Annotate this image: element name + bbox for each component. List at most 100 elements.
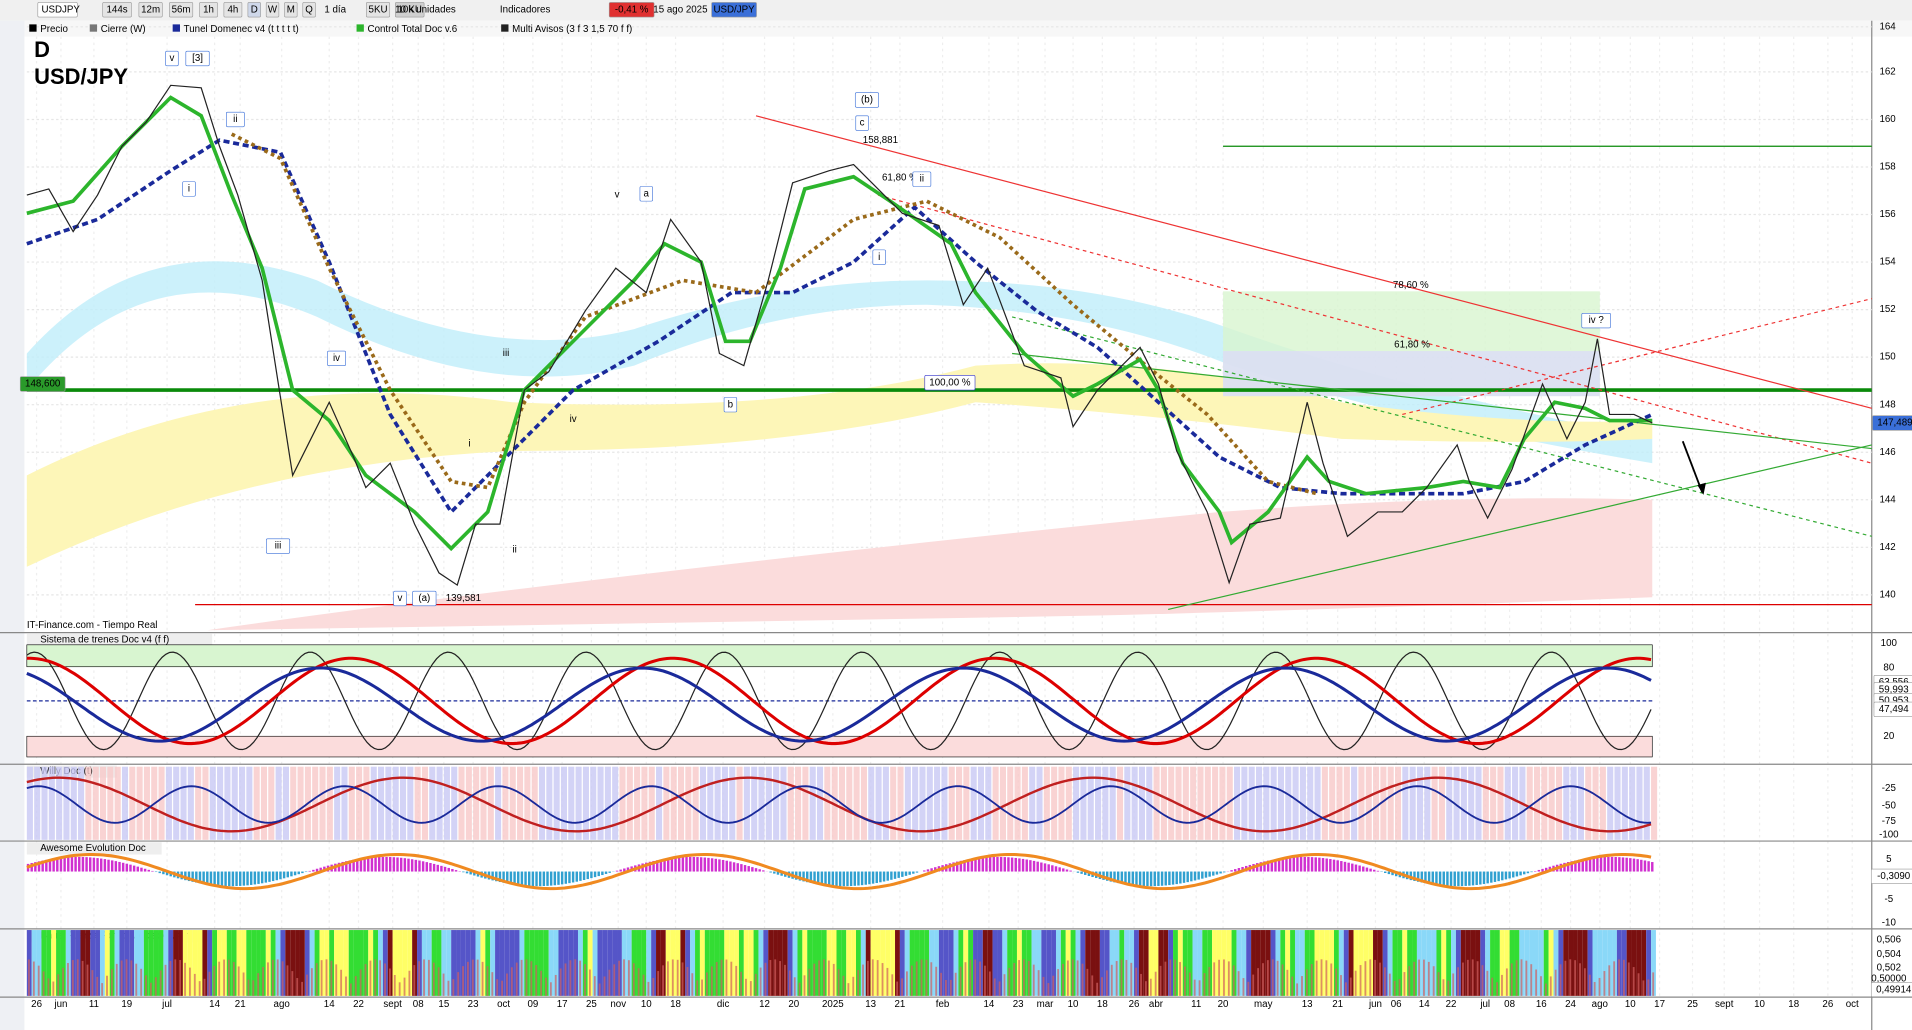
strength-sub [652,977,655,996]
willy-bar [692,766,699,840]
strength-sub [1354,970,1357,996]
willy-bar [1248,766,1255,840]
willy-bar [1577,766,1584,840]
strength-sub [1496,982,1499,996]
willy-bar [1365,766,1372,840]
ao-bar [732,862,736,872]
strength-sub [428,959,430,996]
ao-bar [392,857,396,872]
pair-box [711,2,757,18]
strength-bar [1299,930,1305,996]
strength-bar [1099,930,1105,996]
strength-bar [685,930,691,996]
strength-sub [1569,959,1572,996]
ao-bar [151,870,154,872]
strength-bar [1407,930,1413,996]
period-button-box[interactable] [284,2,298,18]
ao-bar [696,857,699,872]
strength-sub [1013,962,1016,996]
strength-bar [1553,930,1559,996]
date-tick: 18 [1788,999,1799,1010]
indicator-name: Cierre (W) [101,24,146,35]
period-button-box[interactable] [302,2,316,18]
period-button-box[interactable] [247,2,261,18]
ao-bar [930,868,933,872]
ao-bar [710,858,714,872]
strength-sub [1637,973,1640,996]
willy-bar [1138,766,1146,840]
strength-sub [174,959,177,996]
ao-bar [297,871,300,875]
date-tick: 23 [1013,999,1024,1010]
willy-bar [26,766,33,840]
willy-bar [473,766,480,840]
ao-bar [707,857,710,872]
willy-bar [1555,766,1563,840]
willy-bar [897,766,904,840]
panel-tick: 80 [1883,663,1894,674]
period-button-box[interactable] [102,2,132,18]
willy-bar [553,766,560,840]
strength-bar [143,930,149,996]
ao-bar [1599,857,1603,872]
strength-bar [139,930,144,996]
date-tick: abr [1149,999,1164,1010]
ao-bar [1025,859,1028,872]
price-tick: 144 [1879,494,1896,505]
strength-sub [1266,960,1269,996]
size-button-box[interactable] [365,2,391,18]
ao-bar [582,871,586,880]
period-button-box[interactable] [169,2,194,18]
panel-tick: 20 [1883,731,1894,742]
ao-bar [103,859,107,872]
ao-bar [1387,871,1391,875]
ao-bar [352,859,355,872]
strength-bar [904,930,910,996]
ao-bar [121,862,125,872]
ao-bar [1127,871,1131,885]
strength-sub [164,964,167,996]
strength-sub [345,976,347,996]
willy-bar [721,766,728,840]
willy-bar [56,766,63,840]
ao-bar [1325,858,1328,872]
period-button-box[interactable] [199,2,218,18]
strength-bar [51,930,57,996]
size-button-box[interactable] [395,2,425,18]
ao-bar [410,859,414,872]
willy-bar [107,766,114,840]
ao-bar [849,871,853,887]
willy-bar [670,766,677,840]
strength-bar [441,930,447,996]
ao-bar [1014,857,1017,872]
strength-sub [1115,961,1118,996]
willy-bar [1409,766,1416,840]
ao-bar [473,871,476,876]
strength-sub [57,974,60,996]
strength-sub [62,967,65,996]
willy-line [26,785,1652,824]
ao-bar [769,871,772,873]
strength-bar [534,930,539,996]
strength-sub [1515,960,1518,996]
ao-bar [1486,871,1489,884]
panel-value-box [1870,868,1912,885]
date-tick: 22 [353,999,364,1010]
strength-sub [1588,974,1591,996]
date-tick: oct [497,999,510,1010]
ao-bar [1596,857,1599,872]
ao-bar [1281,858,1285,872]
symbol-box[interactable] [37,2,78,18]
strength-bar [397,930,403,996]
period-button-box[interactable] [138,2,163,18]
period-button-box[interactable] [223,2,243,18]
ao-bar [966,859,970,872]
willy-bar [1190,766,1197,840]
strength-bar [436,930,442,996]
strength-sub [247,979,250,996]
strength-sub [1442,979,1445,996]
strength-bar [997,930,1003,996]
period-button-box[interactable] [265,2,280,18]
willy-bar [1490,766,1497,840]
willy-bar [465,766,472,840]
